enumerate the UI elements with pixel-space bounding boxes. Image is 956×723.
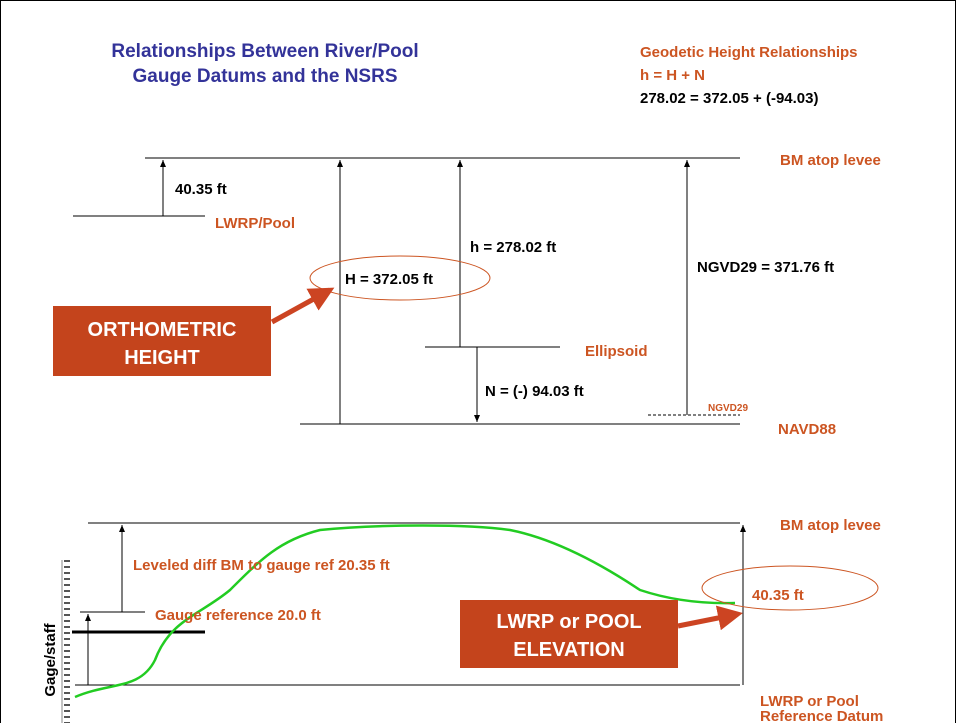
geo-formula: h = H + N	[640, 67, 705, 84]
callout-arrow	[270, 287, 335, 325]
label: Gauge reference 20.0 ft	[155, 607, 321, 624]
callout-text: LWRP or POOL	[496, 611, 641, 633]
geo-example: 278.02 = 372.05 + (-94.03)	[640, 90, 818, 107]
callout-text: ELEVATION	[513, 639, 624, 661]
top-lines	[73, 157, 740, 425]
highlight	[309, 255, 491, 301]
label: BM atop levee	[780, 152, 881, 169]
label: Leveled diff BM to gauge ref 20.35 ft	[133, 557, 390, 574]
callout-text: HEIGHT	[124, 347, 200, 369]
label: H = 372.05 ft	[345, 271, 433, 288]
bottom-lines	[61, 522, 746, 723]
staff-label: Gage/staff	[42, 622, 59, 696]
label: 40.35 ft	[752, 587, 804, 604]
label: h = 278.02 ft	[470, 239, 556, 256]
title: Relationships Between River/Pool	[111, 41, 418, 62]
callout-arrow	[677, 605, 743, 631]
levee-profile	[74, 524, 736, 699]
highlight	[701, 565, 879, 611]
callout	[53, 306, 271, 376]
label: N = (-) 94.03 ft	[485, 383, 584, 400]
callout	[460, 600, 678, 668]
label: Ellipsoid	[585, 343, 648, 360]
label: Reference Datum	[760, 708, 883, 723]
label: NGVD29 = 371.76 ft	[697, 259, 834, 276]
geo-heading: Geodetic Height Relationships	[640, 44, 858, 61]
label: NAVD88	[778, 421, 836, 438]
label: 40.35 ft	[175, 181, 227, 198]
label: BM atop levee	[780, 517, 881, 534]
label: LWRP or Pool	[760, 693, 859, 710]
label: LWRP/Pool	[215, 215, 295, 232]
callout-text: ORTHOMETRIC	[88, 319, 237, 341]
title: Gauge Datums and the NSRS	[133, 66, 398, 87]
label: NGVD29	[708, 403, 748, 414]
